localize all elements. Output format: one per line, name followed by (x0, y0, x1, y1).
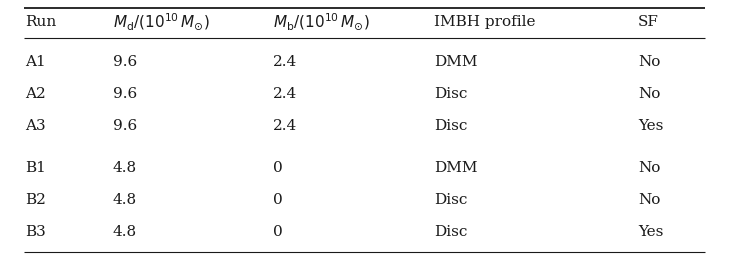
Text: B2: B2 (26, 193, 47, 207)
Text: A3: A3 (26, 119, 46, 133)
Text: B3: B3 (26, 225, 46, 239)
Text: 9.6: 9.6 (113, 87, 137, 101)
Text: 0: 0 (273, 225, 283, 239)
Text: DMM: DMM (434, 161, 477, 175)
Text: SF: SF (638, 15, 659, 29)
Text: Disc: Disc (434, 193, 467, 207)
Text: 9.6: 9.6 (113, 55, 137, 69)
Text: No: No (638, 161, 660, 175)
Text: IMBH profile: IMBH profile (434, 15, 535, 29)
Text: Yes: Yes (638, 119, 663, 133)
Text: $M_{\mathrm{b}}/(10^{10}\,M_{\odot})$: $M_{\mathrm{b}}/(10^{10}\,M_{\odot})$ (273, 12, 370, 32)
Text: No: No (638, 55, 660, 69)
Text: $M_{\mathrm{d}}/(10^{10}\,M_{\odot})$: $M_{\mathrm{d}}/(10^{10}\,M_{\odot})$ (113, 12, 210, 32)
Text: B1: B1 (26, 161, 47, 175)
Text: 4.8: 4.8 (113, 225, 137, 239)
Text: A2: A2 (26, 87, 46, 101)
Text: Yes: Yes (638, 225, 663, 239)
Text: Run: Run (26, 15, 57, 29)
Text: 9.6: 9.6 (113, 119, 137, 133)
Text: Disc: Disc (434, 87, 467, 101)
Text: 0: 0 (273, 161, 283, 175)
Text: DMM: DMM (434, 55, 477, 69)
Text: 0: 0 (273, 193, 283, 207)
Text: 2.4: 2.4 (273, 119, 297, 133)
Text: 4.8: 4.8 (113, 161, 137, 175)
Text: 2.4: 2.4 (273, 87, 297, 101)
Text: 2.4: 2.4 (273, 55, 297, 69)
Text: Disc: Disc (434, 119, 467, 133)
Text: No: No (638, 87, 660, 101)
Text: A1: A1 (26, 55, 46, 69)
Text: No: No (638, 193, 660, 207)
Text: 4.8: 4.8 (113, 193, 137, 207)
Text: Disc: Disc (434, 225, 467, 239)
